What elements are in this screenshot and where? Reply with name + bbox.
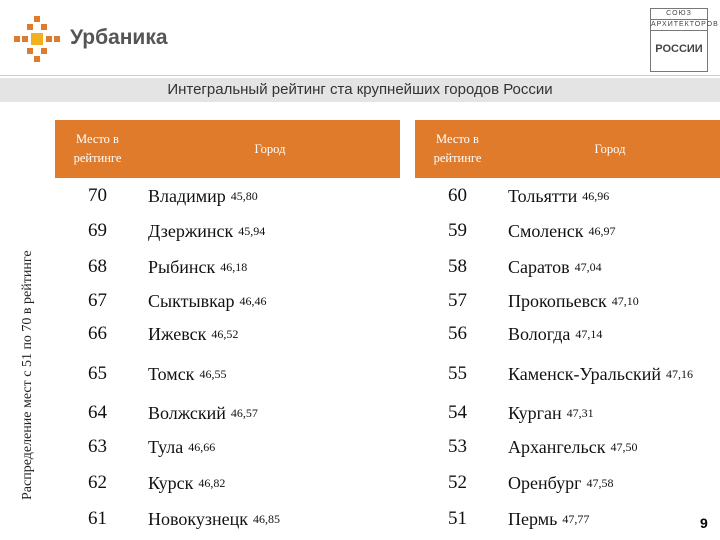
city-name: Ижевск [148, 324, 207, 344]
city-name: Курск [148, 473, 194, 493]
city-score: 46,96 [582, 188, 610, 203]
city-cell: Сыктывкар 46,46 [140, 284, 400, 317]
rank-cell: 56 [448, 323, 467, 344]
city-name: Вологда [508, 324, 571, 344]
city-score: 46,97 [588, 224, 616, 238]
city-score: 46,66 [188, 440, 216, 454]
city-name: Курган [508, 403, 562, 423]
city-score: 47,31 [566, 406, 594, 420]
city-score: 47,10 [611, 293, 639, 308]
city-cell: Оренбург 47,58 [500, 465, 720, 501]
city-score: 47,16 [666, 367, 693, 381]
city-cell: Ижевск 46,52 [140, 317, 400, 351]
city-score: 45,94 [238, 224, 266, 238]
city-cell: Тольятти 46,96 [500, 178, 720, 213]
city-score: 47,50 [610, 440, 638, 454]
city-cell: Тула 46,66 [140, 429, 400, 465]
city-score: 46,52 [211, 327, 239, 341]
rank-cell: 66 [88, 323, 107, 344]
partner-logo: СОЮЗ АРХИТЕКТОРОВ РОССИИ [650, 8, 718, 72]
rank-cell: 63 [88, 436, 107, 457]
city-score: 46,46 [239, 293, 267, 308]
city-name: Томск [148, 364, 195, 384]
city-cell: Каменск-Уральский 47,16 [500, 351, 720, 397]
column-header: Город [140, 120, 400, 178]
city-score: 47,77 [562, 511, 590, 526]
city-cell: Архангельск 47,50 [500, 429, 720, 465]
column-header: Место в рейтинге [415, 120, 500, 178]
city-cell: Рыбинск 46,18 [140, 249, 400, 284]
rank-cell: 51 [448, 507, 467, 529]
city-score: 47,04 [574, 259, 602, 274]
city-score: 47,58 [586, 476, 614, 490]
city-score: 47,14 [575, 327, 603, 341]
city-name: Тула [148, 437, 184, 457]
partner-text: АРХИТЕКТОРОВ [651, 20, 718, 31]
brand-logo [14, 16, 60, 62]
city-name: Владимир [148, 185, 226, 206]
city-name: Дзержинск [148, 221, 234, 241]
city-name: Архангельск [508, 437, 606, 457]
city-name: Волжский [148, 403, 226, 423]
city-cell: Пермь 47,77 [500, 501, 720, 536]
rank-cell: 61 [88, 507, 107, 529]
rank-cell: 53 [448, 436, 467, 457]
rank-cell: 69 [88, 220, 107, 241]
city-cell: Курск 46,82 [140, 465, 400, 501]
rank-cell: 54 [448, 402, 467, 423]
rank-cell: 52 [448, 472, 467, 493]
side-label: Распределение мест с 51 по 70 в рейтинге [20, 250, 35, 500]
rank-cell: 62 [88, 472, 107, 493]
city-cell: Прокопьевск 47,10 [500, 284, 720, 317]
city-cell: Новокузнецк 46,85 [140, 501, 400, 536]
partner-text: РОССИИ [655, 43, 703, 55]
city-score: 46,82 [198, 476, 226, 490]
rank-cell: 65 [88, 363, 107, 384]
column-header: Город [500, 120, 720, 178]
page-number: 9 [700, 515, 708, 531]
city-score: 45,80 [230, 188, 258, 203]
rank-cell: 58 [448, 255, 467, 277]
city-name: Новокузнецк [148, 508, 248, 529]
city-name: Смоленск [508, 221, 584, 241]
rank-cell: 57 [448, 289, 467, 311]
city-name: Каменск-Уральский [508, 364, 661, 384]
city-cell: Владимир 45,80 [140, 178, 400, 213]
rank-cell: 55 [448, 363, 467, 384]
city-name: Оренбург [508, 473, 582, 493]
city-cell: Дзержинск 45,94 [140, 213, 400, 249]
city-name: Сыктывкар [148, 290, 235, 311]
column-header: Место в рейтинге [55, 120, 140, 178]
city-name: Тольятти [508, 185, 578, 206]
city-score: 46,57 [230, 406, 258, 420]
rank-cell: 67 [88, 289, 107, 311]
city-cell: Волжский 46,57 [140, 397, 400, 429]
city-cell: Смоленск 46,97 [500, 213, 720, 249]
city-cell: Томск 46,55 [140, 351, 400, 397]
city-score: 46,55 [199, 367, 227, 381]
brand-name: Урбаника [70, 26, 168, 49]
rank-cell: 70 [88, 184, 107, 206]
rank-cell: 68 [88, 255, 107, 277]
city-name: Прокопьевск [508, 290, 607, 311]
city-score: 46,18 [220, 259, 248, 274]
divider [0, 75, 720, 76]
rank-cell: 60 [448, 184, 467, 206]
city-name: Пермь [508, 508, 558, 529]
city-name: Рыбинск [148, 256, 216, 277]
city-cell: Курган 47,31 [500, 397, 720, 429]
city-name: Саратов [508, 256, 570, 277]
rank-cell: 64 [88, 402, 107, 423]
city-cell: Вологда 47,14 [500, 317, 720, 351]
slide-title: Интегральный рейтинг ста крупнейших горо… [0, 78, 720, 102]
partner-text: СОЮЗ [651, 9, 707, 20]
city-score: 46,85 [252, 511, 280, 526]
city-cell: Саратов 47,04 [500, 249, 720, 284]
rank-cell: 59 [448, 220, 467, 241]
